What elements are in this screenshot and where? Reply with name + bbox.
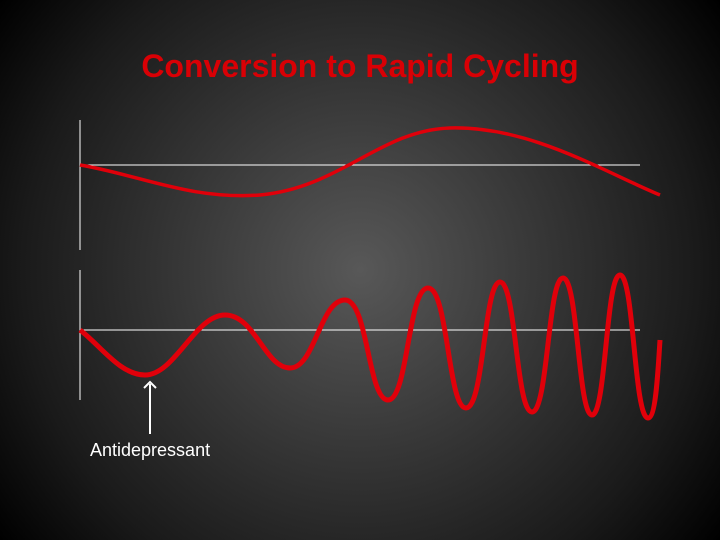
bottom-chart-curve <box>80 275 660 418</box>
top-chart-curve <box>80 128 660 196</box>
antidepressant-label: Antidepressant <box>90 440 210 461</box>
slide-root: Conversion to Rapid Cycling Antidepressa… <box>0 0 720 540</box>
